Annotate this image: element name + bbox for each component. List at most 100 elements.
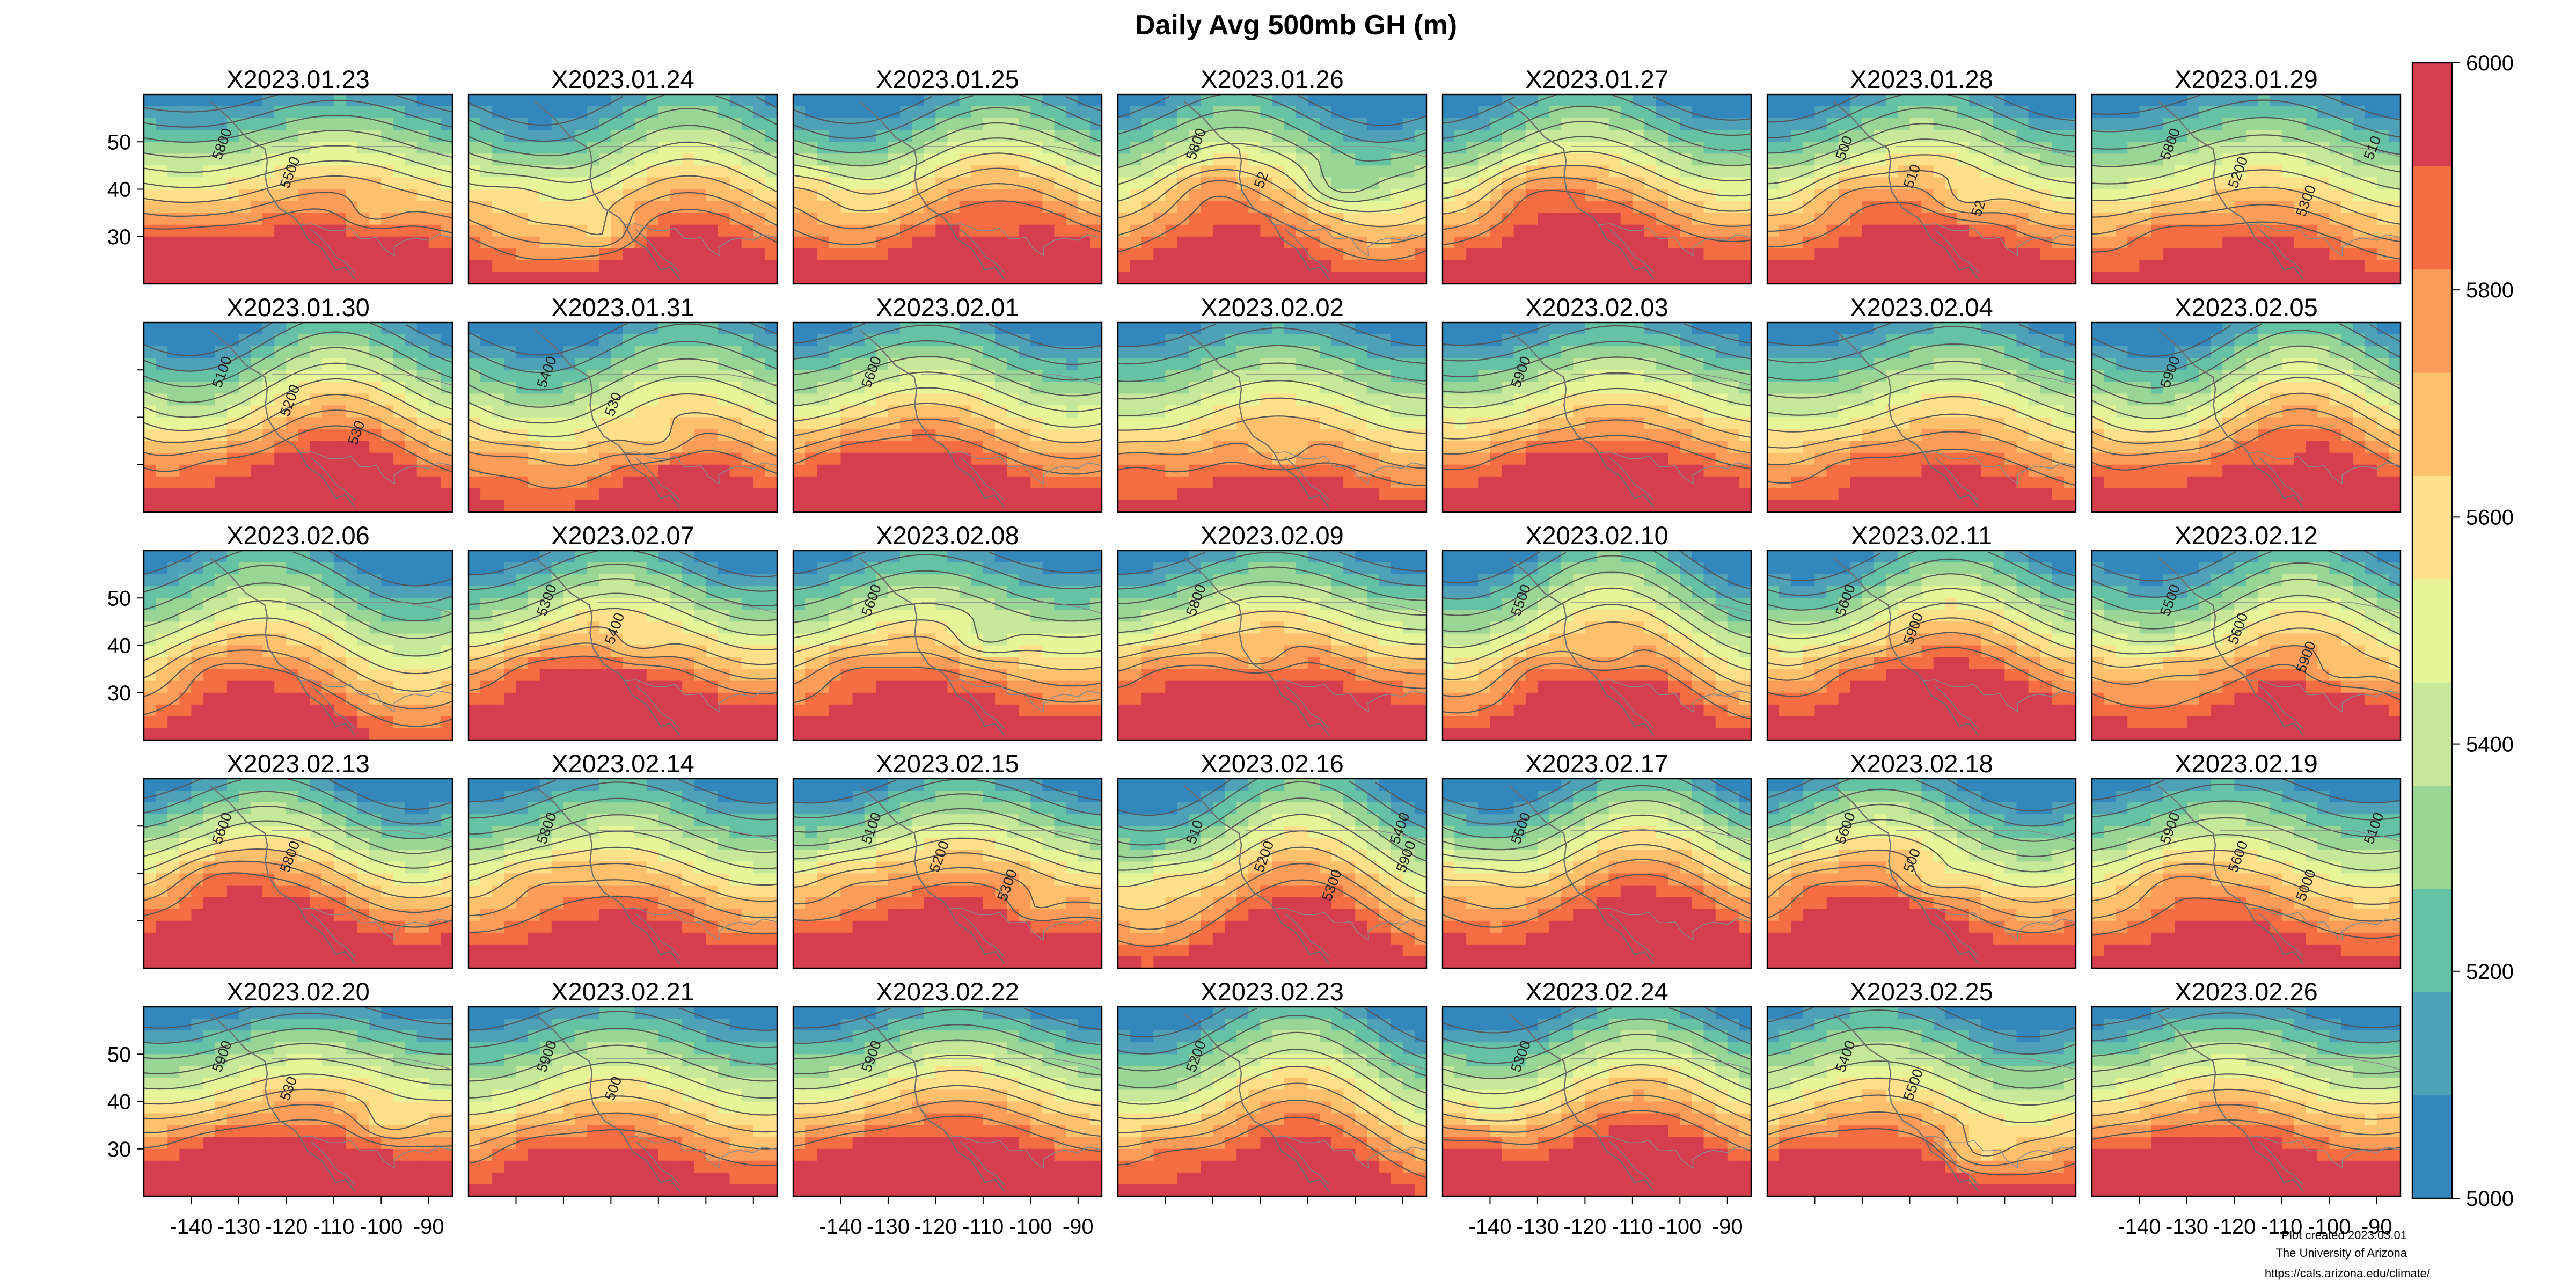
contour-line (2092, 800, 2401, 838)
panel-frame (792, 93, 1103, 285)
contour-line (2092, 377, 2401, 433)
panel-title: X2023.02.24 (1525, 977, 1668, 1006)
contour-line (469, 175, 777, 236)
x-tick-label: -140 (170, 1215, 213, 1239)
contour-line (144, 331, 452, 387)
credits: Plot created 2023.03.01 The University o… (2265, 1228, 2431, 1280)
colorbar-swatch (2412, 579, 2452, 683)
colorbar-swatch (2412, 372, 2452, 476)
y-tick-label: 40 (107, 634, 131, 658)
contour-line (793, 808, 1102, 846)
contour-line (144, 551, 452, 604)
contour-line (1443, 571, 1751, 639)
contour-line (1767, 1060, 2076, 1106)
contour-line (793, 867, 1102, 909)
contour-line (469, 450, 777, 489)
colorbar-swatch (2412, 166, 2452, 270)
contour-line (1443, 189, 1751, 245)
contour-line (2092, 361, 2401, 419)
panel-field (1443, 94, 1751, 284)
panel-title: X2023.02.26 (2175, 977, 2318, 1006)
panel-field: 5800 (1118, 551, 1426, 740)
contour-line (144, 649, 452, 709)
contour-line (793, 1054, 1102, 1091)
panel-frame (1766, 778, 2077, 969)
colorbar-tick-label: 5000 (2466, 1187, 2514, 1211)
contour-line (1118, 1007, 1426, 1043)
panel-title: X2023.02.02 (1201, 293, 1344, 321)
contour-line (469, 1095, 777, 1133)
contour-line (2092, 330, 2401, 389)
contour-line (793, 418, 1102, 459)
contour-line (793, 137, 1102, 180)
y-tick-label: 30 (107, 682, 131, 705)
contour-line (469, 158, 777, 201)
colorbar-tick-label: 5800 (2466, 279, 2514, 302)
colorbar-swatch (2412, 63, 2452, 166)
contour-line (469, 141, 777, 184)
contour-line (1443, 165, 1751, 215)
contour-line (1767, 573, 2076, 625)
contour-line (1767, 202, 2076, 248)
contour-line (1118, 863, 1426, 930)
colorbar-swatch (2412, 888, 2452, 992)
contour-line (469, 1011, 777, 1048)
panel-title: X2023.01.27 (1525, 65, 1668, 93)
contour-line (1118, 879, 1426, 947)
panel-title: X2023.02.20 (226, 977, 370, 1006)
contour-line (1443, 404, 1751, 440)
contour-line (2092, 863, 2401, 905)
contour-line (144, 872, 452, 928)
panel-field: 5800 (469, 779, 777, 968)
colorbar-swatch (2412, 1095, 2452, 1199)
colorbar-tick-label: 6000 (2466, 52, 2514, 75)
contour-line (469, 1129, 777, 1167)
contour-line (793, 96, 1102, 125)
contour-line (793, 107, 1102, 153)
contour-line (1118, 581, 1426, 619)
contour-line (469, 1078, 777, 1116)
contour-line (1118, 626, 1426, 660)
panel-field (469, 94, 777, 284)
contour-line (793, 1115, 1102, 1152)
colorbar-swatch (2412, 269, 2452, 373)
contour-line (1767, 413, 2076, 451)
contour-line (2092, 1088, 2401, 1120)
contour-line (1118, 814, 1426, 879)
contour-line (469, 797, 777, 837)
contour-line (1443, 663, 1751, 720)
x-tick-label: -140 (1468, 1215, 1511, 1239)
contour-line (1767, 94, 2076, 138)
contour-line (2092, 1007, 2401, 1028)
colorbar-swatch (2412, 682, 2452, 786)
contour-line (144, 145, 452, 173)
contour-line (1443, 435, 1751, 471)
contour-line (144, 409, 452, 457)
contour-line (1767, 448, 2076, 486)
contour-line (469, 323, 777, 356)
contour-line (1443, 555, 1751, 622)
contour-line (793, 852, 1102, 890)
x-tick-label: -120 (1563, 1215, 1606, 1239)
contour-line (2092, 204, 2401, 243)
panel-field (1767, 323, 2076, 512)
contour-line (1443, 551, 1751, 590)
contour-line (144, 565, 452, 622)
contour-line (144, 1088, 452, 1130)
panel-frame (792, 1006, 1103, 1197)
contour-line (2092, 1058, 2401, 1089)
